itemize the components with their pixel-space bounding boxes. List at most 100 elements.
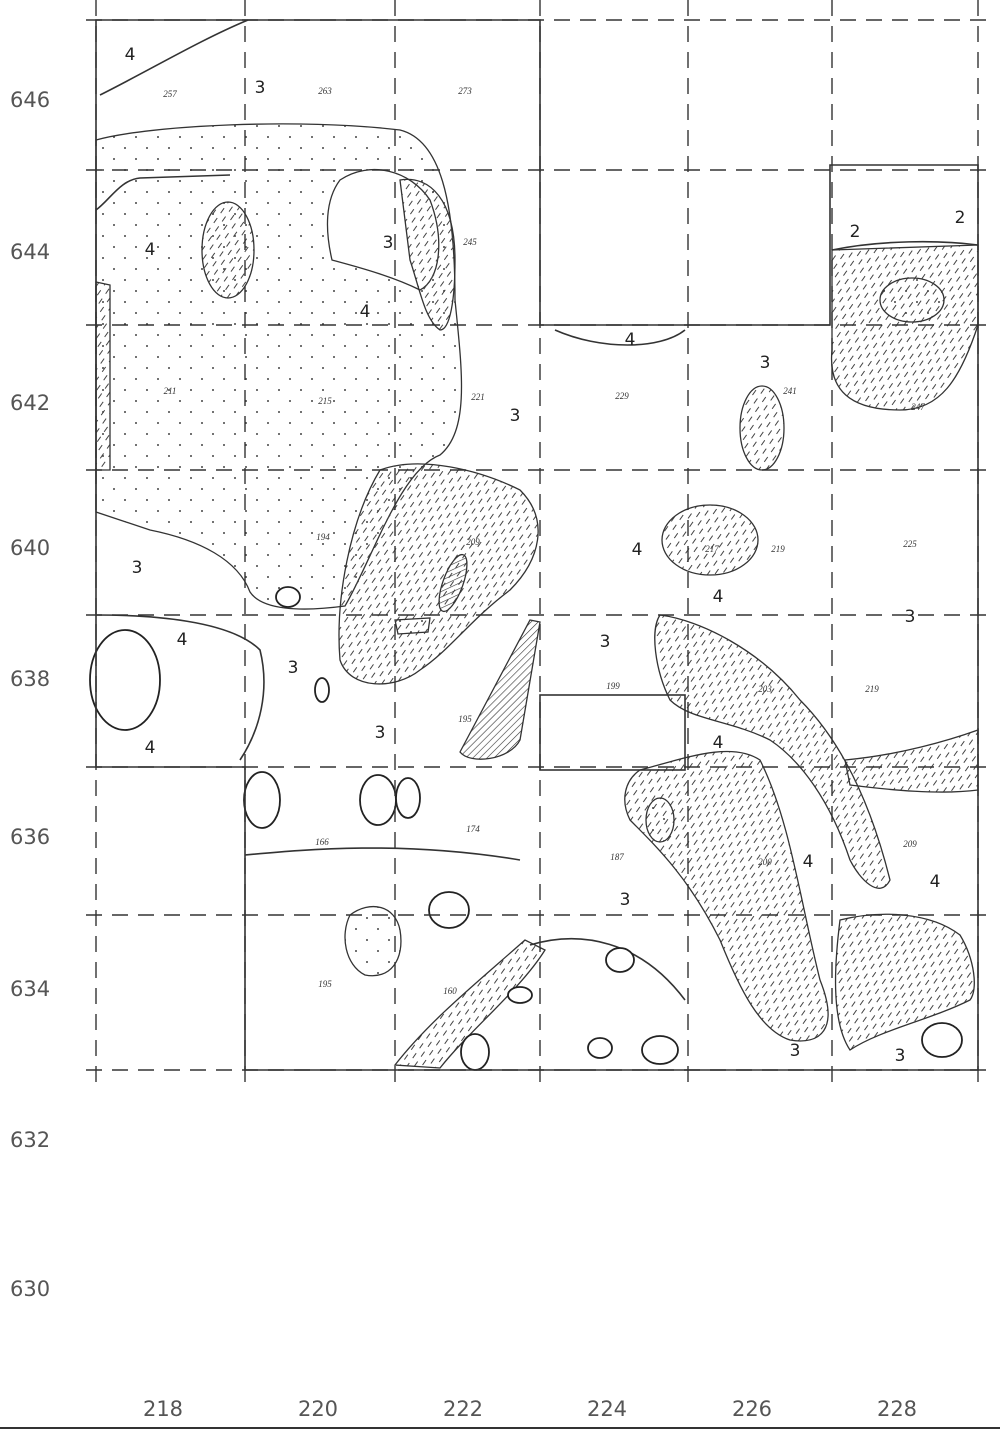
stone xyxy=(460,1033,490,1071)
layer-number: 3 xyxy=(132,558,143,578)
y-coordinate-label: 644 xyxy=(10,240,50,264)
feature-number: 187 xyxy=(610,852,624,862)
stone xyxy=(587,1037,613,1059)
feature-number: 245 xyxy=(463,237,477,247)
layer-number: 3 xyxy=(288,658,299,678)
layer-boundary xyxy=(554,329,686,346)
y-coordinate-label: 638 xyxy=(10,667,50,691)
layer-number: 4 xyxy=(632,540,643,560)
pit-fill xyxy=(338,463,539,685)
layer-number: 4 xyxy=(625,330,636,350)
layer-number: 3 xyxy=(375,723,386,743)
x-coordinate-label: 226 xyxy=(732,1397,772,1421)
feature-number: 194 xyxy=(316,532,330,542)
features xyxy=(89,19,979,1071)
pit-fill xyxy=(830,244,979,411)
pit-fill xyxy=(95,281,111,471)
layer-number: 2 xyxy=(850,222,861,242)
stone xyxy=(428,891,470,929)
layer-number: 4 xyxy=(145,240,156,260)
feature-number: 160 xyxy=(443,986,457,996)
feature-number: 263 xyxy=(318,86,332,96)
stippled-pit xyxy=(344,906,402,977)
layer-number: 4 xyxy=(145,738,156,758)
layer-number: 4 xyxy=(803,852,814,872)
stone xyxy=(89,629,161,731)
stone xyxy=(275,586,301,608)
x-coordinate-label: 228 xyxy=(877,1397,917,1421)
hatched-strip xyxy=(459,619,541,760)
feature-number: 195 xyxy=(318,979,332,989)
y-coordinate-label: 646 xyxy=(10,88,50,112)
layer-number: 3 xyxy=(255,78,266,98)
x-coordinate-label: 224 xyxy=(587,1397,627,1421)
layer-number: 4 xyxy=(713,587,724,607)
x-coordinate-label: 218 xyxy=(143,1397,183,1421)
layer-number: 3 xyxy=(383,233,394,253)
feature-number: 200 xyxy=(758,857,772,867)
layer-boundary xyxy=(95,614,265,761)
y-coordinate-label: 630 xyxy=(10,1277,50,1301)
stone xyxy=(605,947,635,973)
feature-number: 195 xyxy=(458,714,472,724)
layer-number: 3 xyxy=(760,353,771,373)
feature-number: 215 xyxy=(318,396,332,406)
stone xyxy=(641,1035,679,1065)
y-coordinate-label: 636 xyxy=(10,825,50,849)
layer-number: 3 xyxy=(620,890,631,910)
grid xyxy=(86,0,988,1090)
layer-number: 3 xyxy=(600,632,611,652)
stone xyxy=(359,774,397,826)
layer-boundary xyxy=(831,240,979,251)
stone xyxy=(921,1022,963,1058)
hatched-pit xyxy=(438,553,468,613)
feature-number: 209 xyxy=(466,537,480,547)
feature-number: 221 xyxy=(471,392,485,402)
layer-number: 3 xyxy=(510,406,521,426)
feature-number: 219 xyxy=(771,544,785,554)
stone xyxy=(243,771,281,829)
pit-fill xyxy=(844,729,979,793)
layer-number: 4 xyxy=(125,45,136,65)
y-coordinate-label: 634 xyxy=(10,977,50,1001)
stone xyxy=(507,986,533,1004)
layer-number: 4 xyxy=(930,872,941,892)
feature-number: 203 xyxy=(758,684,772,694)
layer-boundary xyxy=(529,938,686,1001)
y-coordinate-label: 632 xyxy=(10,1128,50,1152)
layer-boundary xyxy=(99,19,249,96)
x-coordinate-label: 222 xyxy=(443,1397,483,1421)
feature-number: 174 xyxy=(466,824,480,834)
pit-fill xyxy=(739,385,785,471)
feature-number: 225 xyxy=(903,539,917,549)
layer-number: 3 xyxy=(790,1041,801,1061)
feature-number: 211 xyxy=(164,386,177,396)
pit-fill xyxy=(661,504,759,576)
x-coordinate-label: 220 xyxy=(298,1397,338,1421)
stone xyxy=(395,777,421,819)
feature-number: 199 xyxy=(606,681,620,691)
feature-number: 247 xyxy=(911,402,925,412)
feature-number: 229 xyxy=(615,391,629,401)
stone xyxy=(314,677,330,703)
layer-boundary xyxy=(95,174,231,211)
stippled-pit xyxy=(394,617,431,635)
layer-number: 3 xyxy=(895,1046,906,1066)
stippled-pit xyxy=(645,797,675,843)
layer-number: 4 xyxy=(713,733,724,753)
layer-boundary xyxy=(244,847,521,861)
y-coordinate-label: 642 xyxy=(10,391,50,415)
feature-number: 209 xyxy=(903,839,917,849)
layer-number: 4 xyxy=(177,630,188,650)
layer-number: 2 xyxy=(955,208,966,228)
unexcavated-block xyxy=(539,694,686,771)
pit-fill xyxy=(834,913,975,1051)
feature-number: 273 xyxy=(458,86,472,96)
pit-fill xyxy=(654,614,891,889)
feature-number: 241 xyxy=(783,386,797,396)
pit-fill xyxy=(201,201,255,299)
feature-number: 219 xyxy=(865,684,879,694)
feature-number: 217 xyxy=(705,544,719,554)
